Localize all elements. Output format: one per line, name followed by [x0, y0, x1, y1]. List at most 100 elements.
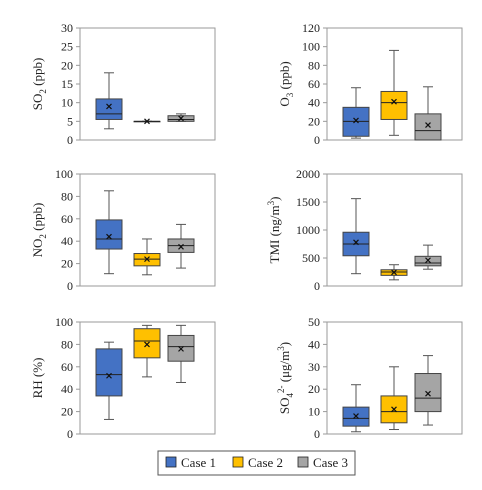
y-axis-label: SO42- (μg/m3) [276, 342, 295, 414]
legend-frame [157, 450, 356, 476]
y-tick-label: 0 [314, 133, 320, 147]
y-tick-label: 1000 [296, 223, 320, 237]
mean-marker [178, 115, 184, 122]
y-axis-label: SO2 (ppb) [30, 58, 48, 111]
legend-label-1: Case 1 [181, 455, 216, 470]
y-tick-label: 0 [67, 427, 73, 441]
mean-marker [391, 269, 397, 276]
y-axis-label: TMI (ng/m3) [266, 197, 282, 264]
y-axis-label: NO2 (ppb) [30, 203, 48, 258]
y-tick-label: 500 [302, 251, 320, 265]
y-tick-label: 60 [61, 360, 73, 374]
mean-marker [391, 406, 397, 413]
box-case-3 [414, 86, 442, 141]
legend-entry-2: Case 2 [232, 455, 283, 470]
box-case-2 [133, 324, 161, 378]
y-tick-label: 100 [302, 40, 320, 54]
y-tick-label: 0 [314, 279, 320, 293]
mean-marker [425, 122, 431, 128]
chart-panel-6: 0 10 20 30 40 50 SO42- (μg/m3) [276, 315, 463, 441]
y-tick-label: 120 [302, 21, 320, 35]
legend-swatch-1 [165, 456, 177, 468]
chart-panel-2: 0 20 40 60 80 100 120 O3 (ppb) [277, 21, 463, 147]
y-tick-label: 80 [61, 189, 73, 203]
y-tick-label: 15 [61, 77, 73, 91]
y-tick-label: 20 [308, 382, 320, 396]
mean-marker [144, 256, 150, 263]
plot-frame [79, 27, 216, 141]
y-tick-label: 60 [61, 212, 73, 226]
y-tick-label: 20 [61, 257, 73, 271]
y-tick-label: 30 [308, 360, 320, 374]
box-case-1 [95, 72, 123, 130]
y-tick-label: 20 [308, 114, 320, 128]
legend-label-3: Case 3 [313, 455, 348, 470]
plot-frame [79, 321, 216, 435]
legend-entry-1: Case 1 [165, 455, 216, 470]
legend-swatch-2 [232, 456, 244, 468]
iqr-box [133, 328, 161, 359]
y-axis-label: O3 (ppb) [277, 61, 295, 106]
mean-marker [106, 103, 112, 110]
plot-frame [326, 321, 463, 435]
y-tick-label: 40 [308, 96, 320, 110]
box-case-1 [95, 341, 123, 420]
y-tick-label: 60 [308, 77, 320, 91]
y-tick-label: 40 [308, 337, 320, 351]
iqr-box [95, 98, 123, 120]
y-tick-label: 10 [308, 405, 320, 419]
box-case-1 [95, 190, 123, 275]
box-case-3 [167, 324, 195, 383]
box-case-2 [380, 264, 408, 281]
mean-marker [144, 118, 150, 125]
box-case-1 [342, 198, 370, 275]
box-case-3 [167, 223, 195, 269]
y-tick-label: 40 [61, 382, 73, 396]
box-case-2 [380, 49, 408, 136]
y-tick-label: 80 [61, 337, 73, 351]
legend-swatch-3 [297, 456, 309, 468]
y-tick-label: 0 [67, 279, 73, 293]
box-case-2 [133, 118, 161, 125]
chart-panel-4: 0 500 1000 1500 2000 TMI (ng/m3) [266, 167, 463, 293]
mean-marker [178, 345, 184, 352]
y-tick-label: 40 [61, 234, 73, 248]
iqr-box [414, 373, 442, 413]
box-case-3 [167, 113, 195, 122]
y-tick-label: 100 [55, 167, 73, 181]
chart-panel-3: 0 20 40 60 80 100 NO2 (ppb) [30, 167, 216, 293]
iqr-box [414, 113, 442, 141]
y-tick-label: 100 [55, 315, 73, 329]
mean-marker [353, 413, 359, 420]
iqr-box [95, 219, 123, 250]
y-axis-label: RH (%) [30, 358, 45, 399]
y-tick-label: 0 [314, 427, 320, 441]
iqr-box [380, 90, 408, 120]
mean-marker [144, 341, 150, 348]
mean-marker [425, 257, 431, 264]
y-tick-label: 50 [308, 315, 320, 329]
legend-entry-3: Case 3 [297, 455, 348, 470]
y-tick-label: 10 [61, 96, 73, 110]
y-tick-label: 0 [67, 133, 73, 147]
box-case-3 [414, 355, 442, 426]
y-tick-label: 20 [61, 58, 73, 72]
plot-frame [79, 173, 216, 287]
y-tick-label: 5 [67, 114, 73, 128]
chart-panel-5: 0 20 40 60 80 100 RH (%) [30, 315, 216, 441]
mean-marker [106, 372, 112, 379]
y-tick-label: 80 [308, 58, 320, 72]
iqr-box [95, 348, 123, 397]
mean-marker [425, 390, 431, 397]
box-case-2 [380, 366, 408, 431]
box-case-3 [414, 244, 442, 270]
y-tick-label: 25 [61, 40, 73, 54]
chart-panel-1: 0 5 10 15 20 25 30 SO2 (ppb) [30, 21, 216, 147]
mean-marker [106, 233, 112, 240]
box-case-2 [133, 238, 161, 276]
y-tick-label: 1500 [296, 195, 320, 209]
y-tick-label: 2000 [296, 167, 320, 181]
mean-marker [178, 243, 184, 250]
